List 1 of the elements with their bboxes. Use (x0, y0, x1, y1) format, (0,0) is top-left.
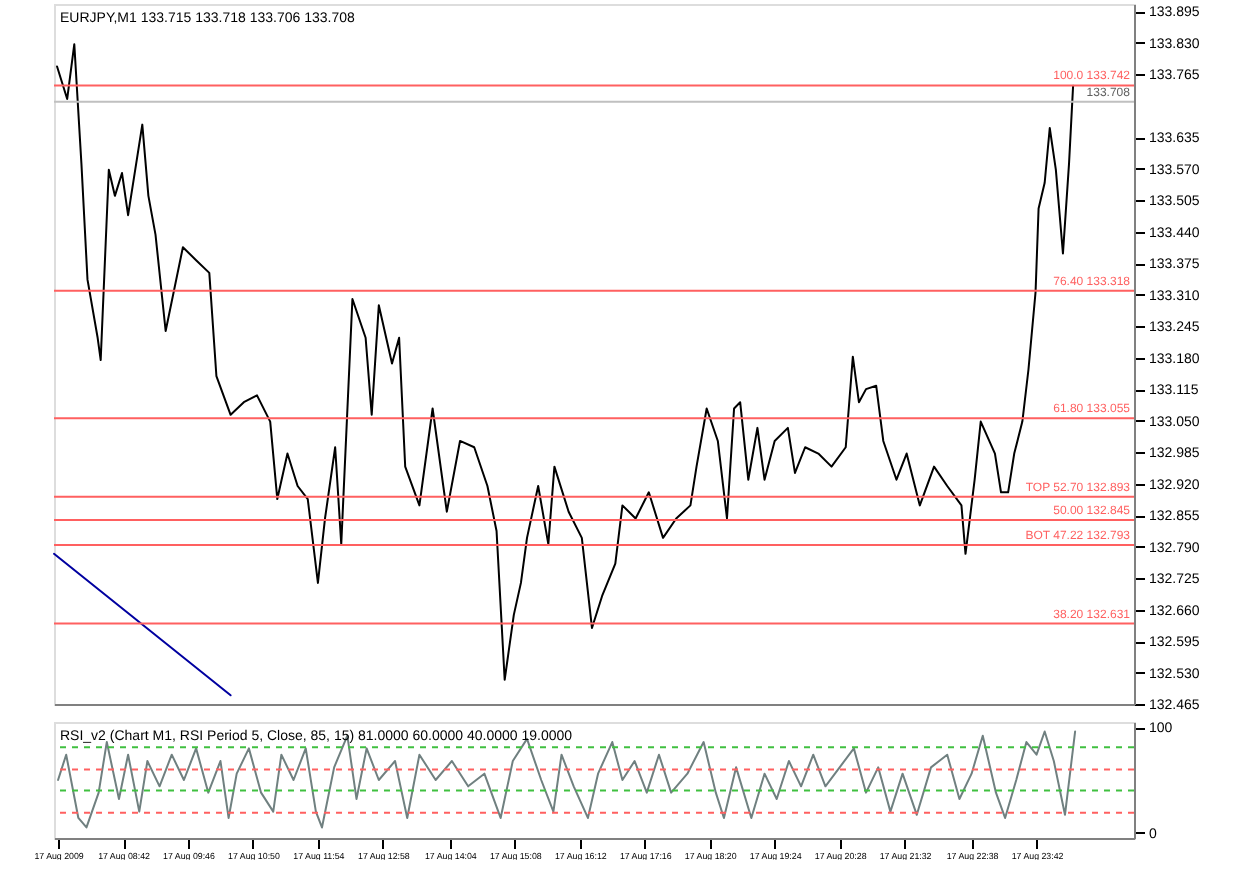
line-series (57, 730, 1077, 829)
